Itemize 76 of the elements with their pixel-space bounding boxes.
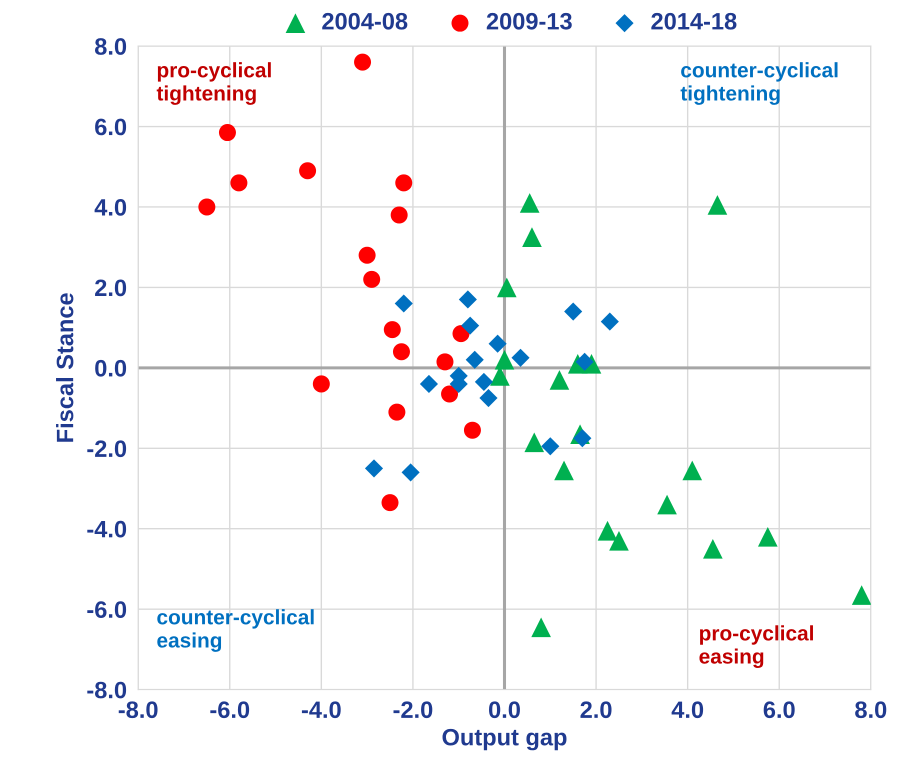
point (384, 321, 401, 338)
point (494, 350, 514, 370)
point (600, 312, 619, 331)
y-axis-title: Fiscal Stance (56, 293, 74, 442)
point (511, 348, 530, 367)
point (479, 388, 498, 408)
x-axis-title: Output gap (442, 728, 566, 750)
x-tick-label: -4.0 (302, 701, 341, 718)
y-tick-label: -4.0 (87, 520, 126, 538)
point (382, 494, 399, 512)
y-tick-label: 4.0 (94, 199, 126, 216)
point (573, 429, 592, 448)
point (564, 302, 582, 321)
point (364, 459, 384, 478)
point (703, 539, 723, 559)
point (598, 520, 618, 541)
y-tick-label: 8.0 (94, 38, 126, 55)
point (464, 422, 481, 439)
annotation: counter-cyclical tightening (680, 62, 838, 105)
point (363, 270, 380, 288)
point (554, 460, 574, 480)
point (402, 463, 420, 482)
x-tick-label: 4.0 (672, 701, 704, 718)
point (312, 375, 330, 392)
point (657, 494, 677, 514)
point (576, 352, 594, 371)
x-tick-label: 2.0 (580, 701, 612, 718)
point (395, 174, 412, 192)
point (420, 374, 438, 393)
point (609, 530, 629, 551)
x-tick-label: -6.0 (210, 701, 250, 718)
y-tick-label: 6.0 (95, 118, 126, 136)
legend-label: 2009-13 (486, 12, 572, 30)
y-tick-label: 0.0 (95, 360, 126, 377)
x-tick-label: 6.0 (764, 701, 795, 718)
point (520, 193, 540, 213)
point (441, 385, 458, 402)
point (218, 124, 236, 142)
point (461, 316, 480, 335)
x-tick-label: 0.0 (489, 701, 520, 718)
point (299, 162, 316, 180)
point (524, 432, 544, 452)
point (354, 54, 372, 71)
point (466, 350, 484, 369)
point (522, 227, 542, 247)
point (230, 174, 248, 192)
point (392, 343, 410, 360)
legend-label: 2014-18 (651, 12, 736, 30)
annotation: pro-cyclical easing (699, 625, 813, 668)
point (388, 404, 406, 421)
point (436, 353, 454, 370)
y-tick-label: -2.0 (87, 440, 126, 458)
x-tick-label: 8.0 (855, 701, 886, 718)
annotation: counter-cyclical easing (157, 609, 314, 652)
point (474, 372, 493, 391)
point (198, 198, 216, 216)
point (358, 246, 376, 264)
point (394, 294, 413, 313)
annotation: pro-cyclical tightening (156, 62, 271, 105)
x-tick-label: -8.0 (118, 701, 158, 718)
point (682, 460, 702, 480)
point (531, 617, 551, 638)
point (488, 334, 507, 353)
point (390, 206, 408, 224)
point (458, 290, 477, 309)
x-tick-label: -2.0 (393, 701, 432, 718)
y-tick-label: -8.0 (87, 682, 126, 698)
point (550, 370, 570, 390)
point (758, 526, 778, 547)
point (496, 278, 517, 298)
y-tick-label: 2.0 (95, 279, 126, 296)
y-tick-label: -6.0 (87, 601, 126, 618)
point (708, 195, 728, 215)
point (852, 585, 871, 605)
point (541, 437, 560, 456)
legend-label: 2004-08 (322, 12, 408, 30)
